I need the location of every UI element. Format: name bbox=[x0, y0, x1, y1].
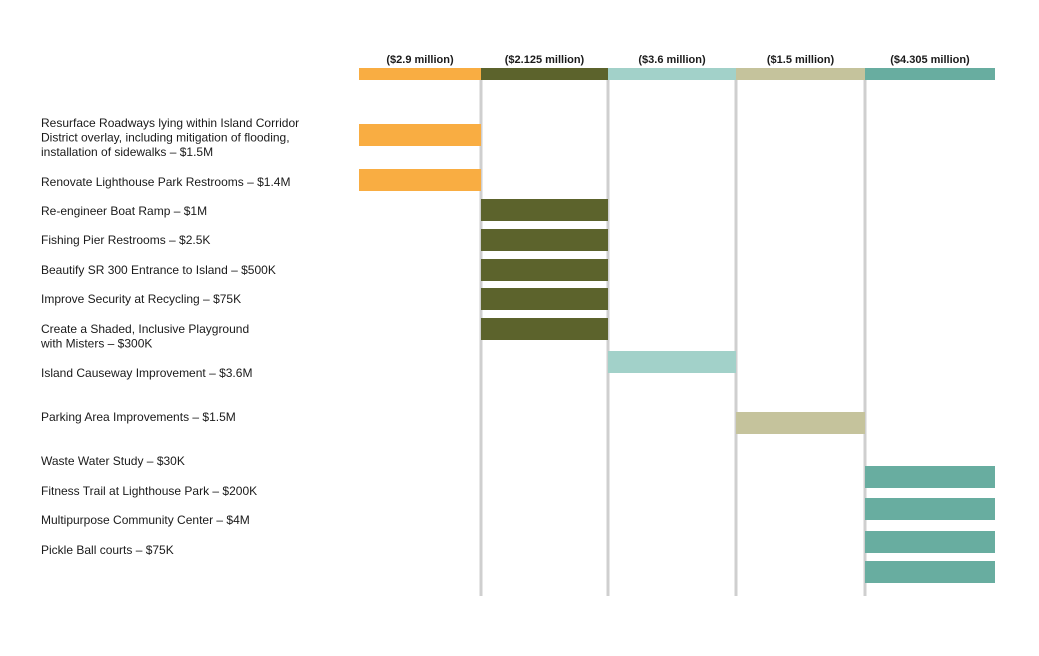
project-bar bbox=[865, 498, 995, 520]
project-bar bbox=[481, 199, 608, 221]
project-bar bbox=[359, 169, 481, 191]
project-bar bbox=[608, 351, 736, 373]
project-label: Resurface Roadways lying within Island C… bbox=[41, 116, 299, 159]
project-label: Improve Security at Recycling – $75K bbox=[41, 292, 241, 306]
project-bar bbox=[481, 229, 608, 251]
project-label-line: Waste Water Study – $30K bbox=[41, 454, 185, 468]
project-label: Beautify SR 300 Entrance to Island – $50… bbox=[41, 263, 276, 277]
project-bar bbox=[481, 288, 608, 310]
project-label: Fishing Pier Restrooms – $2.5K bbox=[41, 233, 210, 247]
project-label-line: Parking Area Improvements – $1.5M bbox=[41, 410, 236, 424]
phase-cost-label-3: ($3.6 million) bbox=[638, 54, 706, 66]
project-bar bbox=[481, 318, 608, 340]
project-label-line: District overlay, including mitigation o… bbox=[41, 131, 290, 145]
project-label-line: Re-engineer Boat Ramp – $1M bbox=[41, 204, 207, 218]
project-label: Fitness Trail at Lighthouse Park – $200K bbox=[41, 484, 257, 498]
phase-cost-label-4: ($1.5 million) bbox=[767, 54, 835, 66]
project-label: Create a Shaded, Inclusive Playground wit… bbox=[40, 322, 249, 351]
project-label-line: Resurface Roadways lying within Island C… bbox=[41, 116, 299, 130]
project-bar bbox=[865, 466, 995, 488]
phase-header-bar-5 bbox=[865, 68, 995, 80]
phase-cost-label-5: ($4.305 million) bbox=[890, 54, 970, 66]
project-label: Parking Area Improvements – $1.5M bbox=[41, 410, 236, 424]
project-label-line: Improve Security at Recycling – $75K bbox=[41, 292, 241, 306]
project-label: Multipurpose Community Center – $4M bbox=[41, 513, 250, 527]
project-label-line: Renovate Lighthouse Park Restrooms – $1.… bbox=[41, 175, 290, 189]
project-label: Island Causeway Improvement – $3.6M bbox=[41, 366, 252, 380]
project-bar bbox=[865, 531, 995, 553]
project-label-line: Pickle Ball courts – $75K bbox=[41, 543, 174, 557]
project-bar bbox=[481, 259, 608, 281]
phase-header-bar-3 bbox=[608, 68, 736, 80]
project-label: Waste Water Study – $30K bbox=[41, 454, 185, 468]
project-label-line: installation of sidewalks – $1.5M bbox=[41, 145, 213, 159]
project-bar bbox=[736, 412, 865, 434]
project-label: Renovate Lighthouse Park Restrooms – $1.… bbox=[41, 175, 290, 189]
project-label: Re-engineer Boat Ramp – $1M bbox=[41, 204, 207, 218]
phase-cost-label-1: ($2.9 million) bbox=[386, 54, 454, 66]
project-label: Pickle Ball courts – $75K bbox=[41, 543, 174, 557]
project-label-line: Beautify SR 300 Entrance to Island – $50… bbox=[41, 263, 276, 277]
project-label-line: Create a Shaded, Inclusive Playground bbox=[41, 322, 249, 336]
phase-cost-label-2: ($2.125 million) bbox=[505, 54, 585, 66]
project-label-line: Island Causeway Improvement – $3.6M bbox=[41, 366, 252, 380]
phase-header-bar-4 bbox=[736, 68, 865, 80]
project-label-line: Multipurpose Community Center – $4M bbox=[41, 513, 250, 527]
phase-header-bar-1 bbox=[359, 68, 481, 80]
project-bar bbox=[359, 124, 481, 146]
project-label-line: Fishing Pier Restrooms – $2.5K bbox=[41, 233, 210, 247]
phase-header-bar-2 bbox=[481, 68, 608, 80]
project-bar bbox=[865, 561, 995, 583]
project-label-line: Fitness Trail at Lighthouse Park – $200K bbox=[41, 484, 257, 498]
project-label-line: with Misters – $300K bbox=[40, 337, 152, 351]
